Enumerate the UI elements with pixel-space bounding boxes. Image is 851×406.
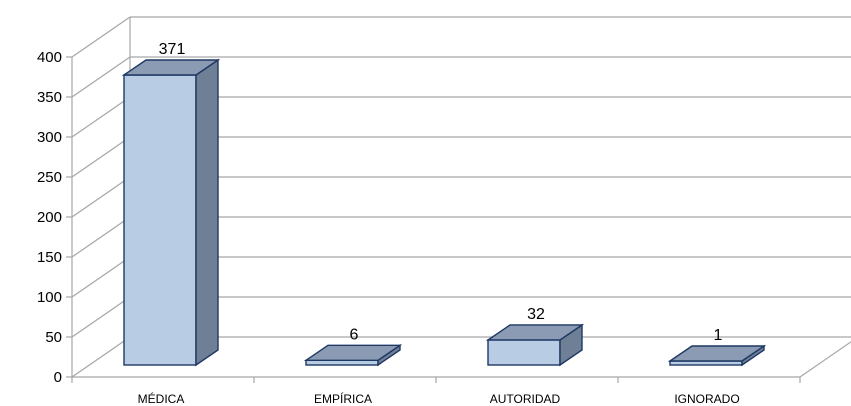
- y-tick-label: 250: [37, 169, 62, 186]
- y-axis: 0 50 100 150 200 250 300 350 400: [37, 49, 73, 386]
- gridline-diagonal: [71, 336, 131, 378]
- bar-front-face: [305, 359, 379, 366]
- gridline-diagonal: [71, 256, 131, 298]
- x-tick-label: EMPÍRICA: [314, 391, 372, 406]
- data-label: 371: [159, 41, 186, 58]
- bar-top-face: [303, 344, 403, 362]
- gridline-diagonal: [71, 96, 131, 138]
- y-tick-label: 350: [37, 89, 62, 106]
- gridline-diagonal: [71, 16, 131, 58]
- gridline-diagonal: [71, 56, 131, 98]
- bar-side-face: [195, 58, 219, 367]
- chart-bars: 371 6 32 1: [121, 41, 767, 367]
- bar-médica: [121, 58, 221, 367]
- bar-autoridad: [485, 323, 585, 367]
- gridline-diagonal: [71, 176, 131, 218]
- chart-grid: [71, 16, 851, 378]
- data-label: 1: [714, 327, 723, 344]
- bar-top-face: [667, 345, 767, 362]
- bar-front-face: [487, 339, 561, 366]
- y-tick-label: 400: [37, 49, 62, 66]
- x-axis: MÉDICA EMPÍRICA AUTORIDAD IGNORADO: [71, 376, 801, 406]
- gridline-diagonal: [71, 296, 131, 338]
- bar-empírica: [303, 343, 403, 367]
- x-tick-label: AUTORIDAD: [490, 392, 561, 406]
- data-label: 6: [350, 326, 359, 343]
- bar-ignorado: [667, 344, 767, 367]
- bar-front-face: [123, 74, 197, 366]
- data-label: 32: [527, 306, 545, 323]
- gridline-diagonal: [71, 136, 131, 178]
- x-tick-label: MÉDICA: [138, 391, 185, 406]
- y-tick-label: 50: [45, 329, 62, 346]
- y-tick-label: 0: [54, 369, 62, 386]
- gridline-diagonal: [71, 216, 131, 258]
- x-tick-label: IGNORADO: [674, 392, 739, 406]
- y-tick-label: 300: [37, 129, 62, 146]
- y-tick-label: 150: [37, 249, 62, 266]
- y-tick-label: 200: [37, 209, 62, 226]
- bar-top-face: [485, 324, 585, 341]
- bar-top-face: [121, 59, 221, 76]
- floor-right-edge: [799, 341, 851, 378]
- y-tick-label: 100: [37, 289, 62, 306]
